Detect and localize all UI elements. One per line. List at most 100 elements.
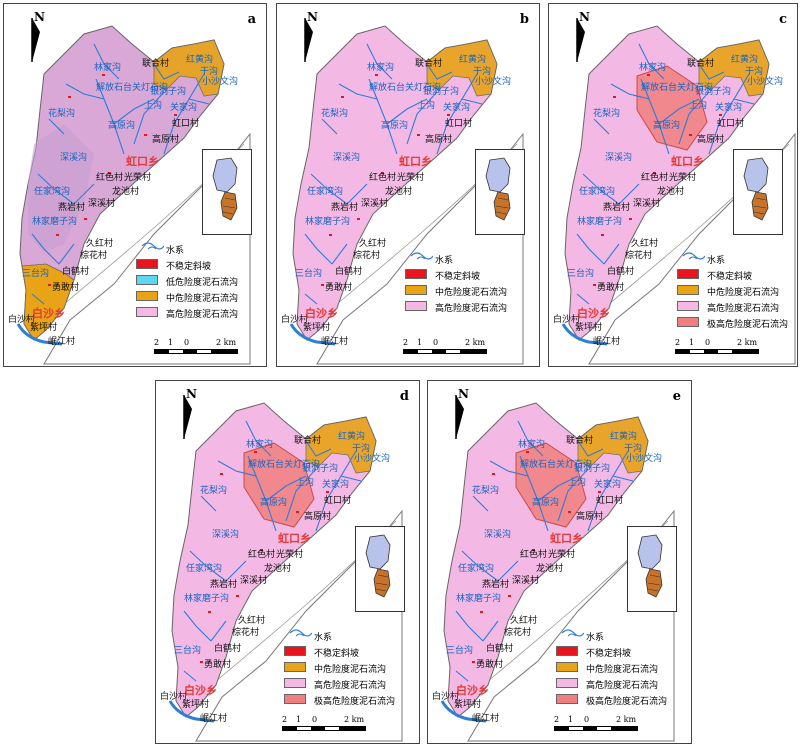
north-label: N xyxy=(579,10,590,24)
village-label: 深溪村 xyxy=(240,576,268,586)
gully-label: 关家沟 xyxy=(443,103,471,113)
town-label: 虹口乡 xyxy=(399,155,432,168)
village-label: 岷江村 xyxy=(48,337,76,347)
location-inset xyxy=(733,149,783,235)
village-label: 燕岩村 xyxy=(603,203,631,213)
water-icon xyxy=(681,250,705,262)
scale-tick-label: 2 xyxy=(154,338,160,347)
village-label: 久红村 xyxy=(86,239,114,249)
village-label: 久红村 xyxy=(359,239,387,249)
scale-bar-graphic xyxy=(554,726,638,731)
village-label: 联合村 xyxy=(566,436,594,446)
village-label: 联合村 xyxy=(142,59,170,69)
village-label: 红色村 xyxy=(96,173,124,183)
gully-label: 银洞子沟 xyxy=(574,464,611,474)
gully-label: 上沟 xyxy=(417,101,436,111)
north-arrow-icon xyxy=(446,391,476,441)
village-label: 勇敢村 xyxy=(476,660,504,670)
scale-tick-label: 0 xyxy=(312,715,318,724)
map-drawing xyxy=(289,25,524,365)
village-label: 虹口村 xyxy=(717,119,745,129)
legend-label: 不稳定斜坡 xyxy=(707,272,753,282)
village-label: 燕岩村 xyxy=(58,203,86,213)
village-label: 紫坪村 xyxy=(303,323,331,333)
panel-letter: a xyxy=(247,12,256,27)
village-label: 光荣村 xyxy=(548,550,576,560)
village-label: 白鹤村 xyxy=(486,644,514,654)
north-arrow-icon xyxy=(174,391,204,441)
north-label: N xyxy=(458,387,469,401)
legend-label: 高危险度泥石流沟 xyxy=(166,310,239,320)
village-label: 棕花村 xyxy=(353,251,381,261)
town-label: 虹口乡 xyxy=(550,532,583,545)
legend-label: 水系 xyxy=(314,633,333,643)
village-label: 联合村 xyxy=(415,59,443,69)
town-label: 虹口乡 xyxy=(671,155,704,168)
legend-swatch xyxy=(284,678,306,688)
gully-label: 小沙文沟 xyxy=(626,454,663,464)
scale-tick-label: 1 xyxy=(689,338,695,347)
scale-tick-label: 0 xyxy=(705,338,711,347)
gully-label: 林家磨子沟 xyxy=(184,594,230,604)
scale-tick-label: 2 xyxy=(403,338,409,347)
scale-tick-label: 2 xyxy=(282,715,288,724)
gully-label: 小沙文沟 xyxy=(475,77,512,87)
gully-label: 花梨沟 xyxy=(593,109,621,119)
north-arrow-icon xyxy=(295,14,325,64)
scale-tick-label: 0 xyxy=(584,715,590,724)
gully-label: 林家沟 xyxy=(518,440,546,450)
village-label: 白鹤村 xyxy=(214,644,242,654)
gully-label: 关家沟 xyxy=(322,480,350,490)
gully-label: 任家湾沟 xyxy=(186,564,223,574)
village-label: 勇敢村 xyxy=(52,283,80,293)
town-label: 白沙乡 xyxy=(305,307,338,320)
gully-label: 关家沟 xyxy=(594,480,622,490)
legend-swatch xyxy=(556,662,578,672)
gully-label: 解放石台关灯石沟 xyxy=(96,83,169,93)
village-label: 白沙村 xyxy=(281,315,309,325)
village-label: 高原村 xyxy=(697,135,725,145)
legend-label: 水系 xyxy=(166,246,185,256)
legend-swatch xyxy=(136,307,158,317)
village-label: 龙池村 xyxy=(536,564,564,574)
legend-swatch xyxy=(405,285,427,295)
scale-tick-label: 0 xyxy=(184,338,190,347)
water-icon xyxy=(288,627,312,639)
village-label: 棕花村 xyxy=(504,628,532,638)
village-label: 燕岩村 xyxy=(210,580,238,590)
gully-label: 小沙文沟 xyxy=(202,77,239,87)
legend-label: 极高危险度泥石流沟 xyxy=(586,697,668,707)
gully-label: 解放石台关灯石沟 xyxy=(248,460,321,470)
scale-bar-graphic xyxy=(282,726,366,731)
legend-label: 高危险度泥石流沟 xyxy=(586,681,659,691)
legend-swatch xyxy=(556,646,578,656)
scale-tick-label: 1 xyxy=(568,715,574,724)
village-label: 虹口村 xyxy=(445,119,473,129)
gully-label: 林家沟 xyxy=(246,440,274,450)
legend-label: 高危险度泥石流沟 xyxy=(435,304,508,314)
map-drawing xyxy=(440,402,675,742)
legend-label: 中危险度泥石流沟 xyxy=(586,665,659,675)
gully-label: 深溪沟 xyxy=(60,153,88,163)
village-label: 岷江村 xyxy=(200,714,228,724)
gully-label: 三台沟 xyxy=(567,269,595,279)
legend-swatch xyxy=(405,301,427,311)
village-label: 光荣村 xyxy=(124,173,152,183)
village-label: 勇敢村 xyxy=(204,660,232,670)
gully-label: 三台沟 xyxy=(174,646,202,656)
gully-label: 任家湾沟 xyxy=(458,564,495,574)
village-label: 棕花村 xyxy=(625,251,653,261)
gully-label: 任家湾沟 xyxy=(579,187,616,197)
legend-label: 中危险度泥石流沟 xyxy=(435,288,508,298)
legend-label: 极高危险度泥石流沟 xyxy=(314,697,396,707)
village-label: 龙池村 xyxy=(112,187,140,197)
north-arrow-icon xyxy=(567,14,597,64)
legend-label: 不稳定斜坡 xyxy=(435,272,481,282)
gully-label: 三台沟 xyxy=(22,269,50,279)
village-label: 白沙村 xyxy=(8,315,36,325)
gully-label: 干沟 xyxy=(745,67,764,77)
